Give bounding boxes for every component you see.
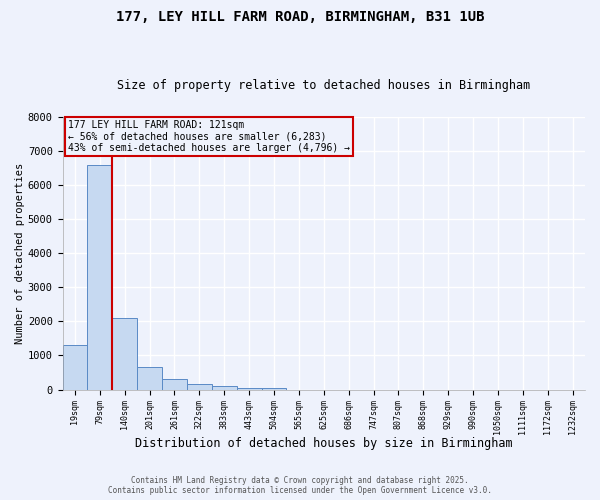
Text: 177, LEY HILL FARM ROAD, BIRMINGHAM, B31 1UB: 177, LEY HILL FARM ROAD, BIRMINGHAM, B31… <box>116 10 484 24</box>
Text: 177 LEY HILL FARM ROAD: 121sqm
← 56% of detached houses are smaller (6,283)
43% : 177 LEY HILL FARM ROAD: 121sqm ← 56% of … <box>68 120 350 152</box>
Bar <box>262 388 286 390</box>
Bar <box>137 368 162 390</box>
Bar <box>162 380 187 390</box>
Bar <box>212 386 236 390</box>
Bar <box>88 164 112 390</box>
Bar <box>62 345 88 390</box>
Bar <box>187 384 212 390</box>
Title: Size of property relative to detached houses in Birmingham: Size of property relative to detached ho… <box>117 79 530 92</box>
X-axis label: Distribution of detached houses by size in Birmingham: Distribution of detached houses by size … <box>135 437 512 450</box>
Bar <box>112 318 137 390</box>
Bar <box>236 388 262 390</box>
Text: Contains HM Land Registry data © Crown copyright and database right 2025.
Contai: Contains HM Land Registry data © Crown c… <box>108 476 492 495</box>
Y-axis label: Number of detached properties: Number of detached properties <box>15 162 25 344</box>
